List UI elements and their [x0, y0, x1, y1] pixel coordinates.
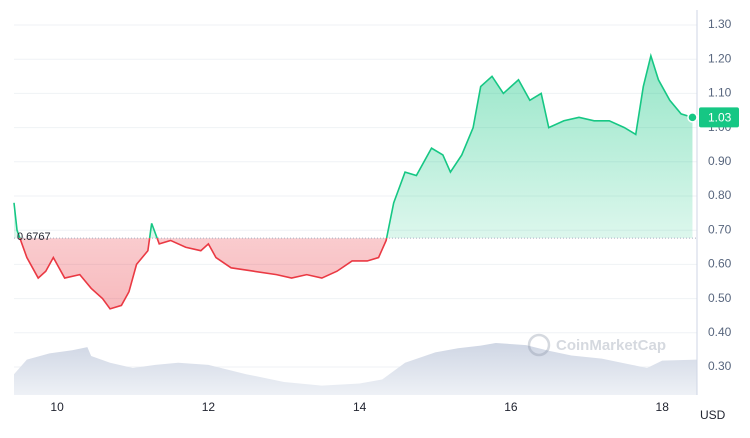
current-price-tag	[699, 107, 739, 128]
current-price-label: 1.03	[708, 111, 732, 125]
baseline-label: 0.6767	[17, 231, 51, 243]
y-tick-label: 0.70	[708, 222, 732, 236]
price-line-down	[19, 238, 388, 310]
x-tick-label: 10	[50, 400, 64, 414]
area-down	[19, 238, 387, 309]
x-tick-label: 12	[202, 400, 216, 414]
y-tick-label: 1.10	[708, 86, 732, 100]
y-tick-label: 1.20	[708, 51, 732, 65]
y-tick-label: 0.90	[708, 154, 732, 168]
volume-area	[14, 343, 697, 395]
x-tick-label: 18	[656, 400, 670, 414]
y-tick-label: 0.30	[708, 359, 732, 373]
watermark-text: CoinMarketCap	[556, 337, 666, 354]
watermark: CoinMarketCap	[527, 333, 666, 357]
y-tick-label: 0.50	[708, 291, 732, 305]
price-line-up	[13, 52, 693, 239]
watermark-logo	[527, 333, 551, 357]
y-tick-label: 0.80	[708, 188, 732, 202]
y-tick-label: 1.30	[708, 17, 732, 31]
x-tick-label: 16	[504, 400, 518, 414]
currency-label: USD	[700, 408, 726, 422]
y-tick-label: 0.60	[708, 257, 732, 271]
area-up	[14, 55, 693, 239]
current-dot	[687, 112, 698, 123]
x-tick-label: 14	[353, 400, 367, 414]
y-tick-label: 0.40	[708, 325, 732, 339]
